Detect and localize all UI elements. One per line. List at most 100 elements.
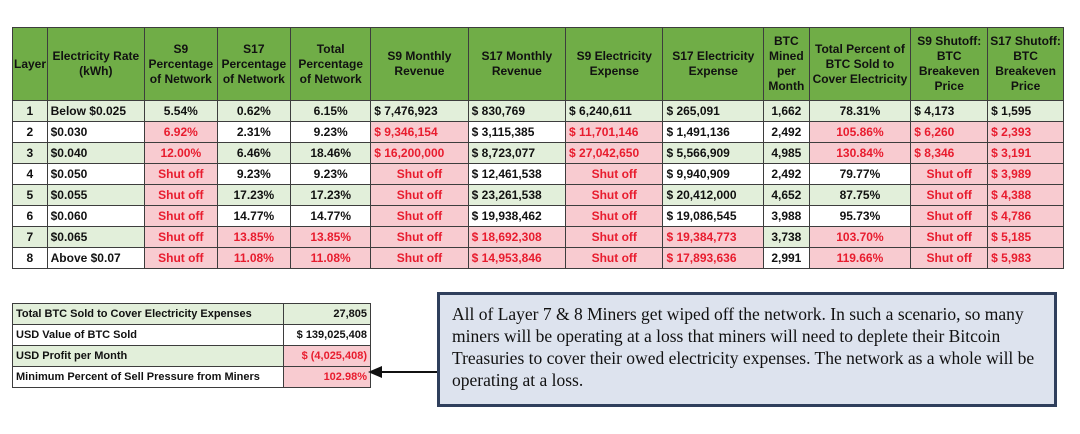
cell-s9-percentage: 5.54%: [144, 100, 218, 122]
cell-s17-expense: $ 1,491,136: [662, 121, 765, 143]
callout-text: All of Layer 7 & 8 Miners get wiped off …: [452, 304, 1035, 390]
cell-s9-percentage: Shut off: [144, 226, 218, 248]
cell-s9-breakeven: Shut off: [910, 226, 989, 248]
cell-total-percentage: 6.15%: [290, 100, 372, 122]
cell-s17-expense: $ 9,940,909: [662, 163, 765, 185]
header-s9-expense: S9 Electricity Expense: [565, 27, 664, 101]
cell-electricity-rate: Below $0.025: [46, 100, 146, 122]
arrow-left-icon: [368, 366, 438, 378]
cell-s17-breakeven: $ 3,989: [987, 163, 1064, 185]
summary-label: Total BTC Sold to Cover Electricity Expe…: [12, 303, 284, 325]
cell-s17-revenue: $ 18,692,308: [467, 226, 567, 248]
cell-s17-percentage: 17.23%: [216, 184, 292, 206]
cell-s17-revenue: $ 12,461,538: [467, 163, 567, 185]
table-row: 2 $0.030 6.92% 2.31% 9.23% $ 9,346,154 $ 3,115…: [12, 121, 1064, 143]
cell-s9-percentage: Shut off: [144, 205, 218, 227]
cell-s9-percentage: Shut off: [144, 184, 218, 206]
cell-s17-percentage: 14.77%: [216, 205, 292, 227]
cell-electricity-rate: $0.050: [46, 163, 146, 185]
header-s17-expense: S17 Electricity Expense: [662, 27, 765, 101]
cell-s17-percentage: 0.62%: [216, 100, 292, 122]
cell-s9-percentage: 12.00%: [144, 142, 218, 164]
cell-total-percentage: 9.23%: [290, 163, 372, 185]
cell-s17-percentage: 13.85%: [216, 226, 292, 248]
header-s17-percentage: S17 Percentage of Network: [216, 27, 292, 101]
cell-percent-sold: 130.84%: [808, 142, 912, 164]
table-row: 3 $0.040 12.00% 6.46% 18.46% $ 16,200,000 $ 8,…: [12, 142, 1064, 164]
summary-label: Minimum Percent of Sell Pressure from Mi…: [12, 366, 284, 388]
table-row: 8 Above $0.07 Shut off 11.08% 11.08% Shut off…: [12, 247, 1064, 269]
cell-s9-revenue: $ 7,476,923: [370, 100, 469, 122]
cell-s9-breakeven: Shut off: [910, 205, 989, 227]
cell-s9-expense: $ 27,042,650: [565, 142, 664, 164]
summary-row: Total BTC Sold to Cover Electricity Expe…: [12, 303, 371, 325]
cell-s17-expense: $ 17,893,636: [662, 247, 765, 269]
cell-layer: 6: [12, 205, 48, 227]
cell-s9-breakeven: Shut off: [910, 184, 989, 206]
cell-s17-revenue: $ 14,953,846: [467, 247, 567, 269]
cell-s9-revenue: $ 16,200,000: [370, 142, 469, 164]
cell-s17-percentage: 2.31%: [216, 121, 292, 143]
cell-s9-revenue: Shut off: [370, 184, 469, 206]
cell-s9-percentage: 6.92%: [144, 121, 218, 143]
cell-s9-breakeven: $ 6,260: [910, 121, 989, 143]
cell-s17-breakeven: $ 5,983: [987, 247, 1064, 269]
summary-label: USD Profit per Month: [12, 345, 284, 367]
cell-percent-sold: 103.70%: [808, 226, 912, 248]
cell-total-percentage: 9.23%: [290, 121, 372, 143]
cell-s9-breakeven: $ 4,173: [910, 100, 989, 122]
summary-table: Total BTC Sold to Cover Electricity Expe…: [12, 303, 371, 388]
cell-s9-expense: Shut off: [565, 247, 664, 269]
cell-layer: 1: [12, 100, 48, 122]
cell-percent-sold: 105.86%: [808, 121, 912, 143]
summary-value: $ 139,025,408: [283, 324, 371, 346]
cell-s9-revenue: $ 9,346,154: [370, 121, 469, 143]
cell-layer: 3: [12, 142, 48, 164]
cell-layer: 5: [12, 184, 48, 206]
cell-btc-mined: 2,991: [763, 247, 810, 269]
cell-s9-expense: $ 11,701,146: [565, 121, 664, 143]
cell-s17-expense: $ 5,566,909: [662, 142, 765, 164]
cell-percent-sold: 87.75%: [808, 184, 912, 206]
header-s9-breakeven: S9 Shutoff: BTC Breakeven Price: [910, 27, 989, 101]
cell-s17-percentage: 11.08%: [216, 247, 292, 269]
cell-s17-expense: $ 20,412,000: [662, 184, 765, 206]
header-total-percentage: Total Percentage of Network: [290, 27, 372, 101]
summary-row: USD Value of BTC Sold $ 139,025,408: [12, 324, 371, 346]
cell-s17-revenue: $ 23,261,538: [467, 184, 567, 206]
header-s17-revenue: S17 Monthly Revenue: [467, 27, 567, 101]
cell-s17-revenue: $ 8,723,077: [467, 142, 567, 164]
header-btc-mined: BTC Mined per Month: [763, 27, 810, 101]
summary-value: $ (4,025,408): [283, 345, 371, 367]
cell-btc-mined: 3,738: [763, 226, 810, 248]
cell-layer: 4: [12, 163, 48, 185]
cell-s9-revenue: Shut off: [370, 163, 469, 185]
cell-s17-revenue: $ 830,769: [467, 100, 567, 122]
cell-s9-expense: Shut off: [565, 205, 664, 227]
table-row: 7 $0.065 Shut off 13.85% 13.85% Shut off $ 18,…: [12, 226, 1064, 248]
cell-electricity-rate: $0.040: [46, 142, 146, 164]
cell-btc-mined: 1,662: [763, 100, 810, 122]
header-s9-percentage: S9 Percentage of Network: [144, 27, 218, 101]
cell-s9-breakeven: Shut off: [910, 163, 989, 185]
summary-value: 27,805: [283, 303, 371, 325]
cell-s17-expense: $ 19,384,773: [662, 226, 765, 248]
cell-btc-mined: 2,492: [763, 121, 810, 143]
cell-s9-percentage: Shut off: [144, 247, 218, 269]
cell-s9-expense: Shut off: [565, 184, 664, 206]
cell-electricity-rate: $0.055: [46, 184, 146, 206]
cell-s17-expense: $ 19,086,545: [662, 205, 765, 227]
cell-s17-breakeven: $ 3,191: [987, 142, 1064, 164]
summary-value: 102.98%: [283, 366, 371, 388]
header-s9-revenue: S9 Monthly Revenue: [370, 27, 469, 101]
cell-percent-sold: 78.31%: [808, 100, 912, 122]
cell-btc-mined: 4,652: [763, 184, 810, 206]
cell-s17-percentage: 9.23%: [216, 163, 292, 185]
cell-s9-breakeven: $ 8,346: [910, 142, 989, 164]
cell-layer: 2: [12, 121, 48, 143]
summary-row: Minimum Percent of Sell Pressure from Mi…: [12, 366, 371, 388]
cell-s17-revenue: $ 19,938,462: [467, 205, 567, 227]
cell-total-percentage: 11.08%: [290, 247, 372, 269]
cell-btc-mined: 2,492: [763, 163, 810, 185]
cell-percent-sold: 95.73%: [808, 205, 912, 227]
